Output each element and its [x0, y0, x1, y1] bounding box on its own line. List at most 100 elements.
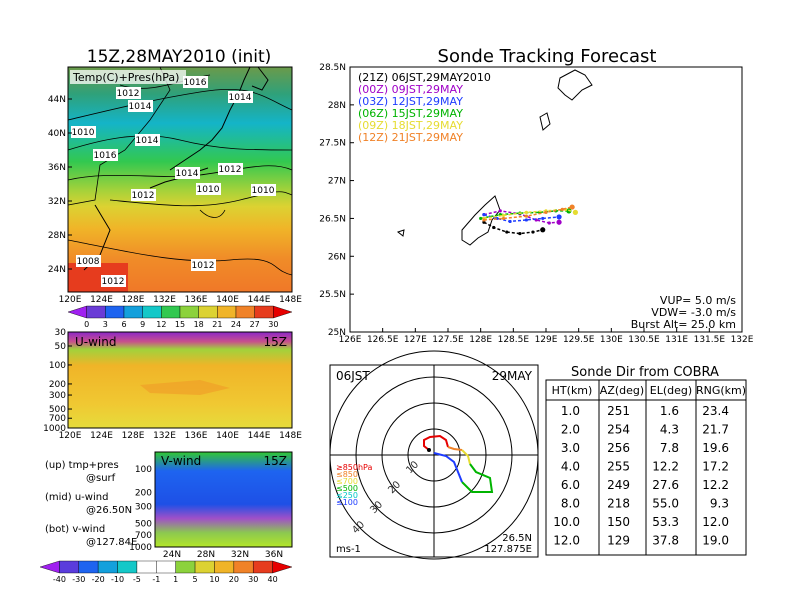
temp-map-frame — [67, 66, 293, 293]
pressure-tick-label: 100 — [49, 361, 66, 371]
isobar-labels: 1012 1014 1016 1014 1010 1014 1016 1014 1012 1010… — [71, 76, 276, 287]
colorbar-swatch — [156, 560, 176, 574]
track-point — [482, 220, 486, 224]
island-mid — [539, 112, 551, 131]
u-wind-frame — [67, 331, 293, 429]
track-line — [483, 210, 560, 224]
isobar-label-bg — [101, 275, 126, 287]
polar-date-label: 29MAY — [492, 369, 533, 383]
table-cell: 2.0 — [561, 423, 580, 437]
hodograph-trace — [423, 434, 494, 493]
table-cell: 27.6 — [652, 478, 679, 492]
table-row: 12.0 129 37.8 19.0 — [553, 534, 729, 548]
isobar-label-text: 1012 — [102, 277, 125, 287]
track-line — [483, 208, 576, 220]
pressure-tick-label: 300 — [135, 502, 152, 512]
hodograph-origin — [427, 448, 431, 452]
lon-tick-label: 144E — [248, 295, 271, 305]
colorbar-label: 0 — [84, 320, 89, 329]
isobar-label-text: 1012 — [117, 89, 140, 99]
lon-tick-label: 128E — [122, 295, 145, 305]
table-cell: 19.6 — [702, 441, 729, 455]
u-wind-field — [68, 332, 292, 428]
pressure-tick-label: 700 — [135, 531, 152, 541]
isobar-label-bg — [128, 100, 153, 112]
pressure-tick-label: 1000 — [43, 424, 66, 434]
table-row: 3.0 256 7.8 19.6 — [561, 441, 729, 455]
track-point — [556, 214, 562, 220]
lon-tick-label: 120E — [59, 295, 82, 305]
lon-tick-label: 132E — [153, 295, 176, 305]
track-point — [482, 218, 486, 222]
temp-colorbar: 0 3 6 9 12 15 18 21 24 27 30 — [67, 305, 293, 329]
isobar-label-bg — [191, 259, 216, 271]
track-point — [492, 225, 496, 230]
table-cell: 150 — [607, 515, 630, 529]
table-row: 6.0 249 27.6 12.2 — [561, 478, 729, 492]
forecast-lon-label: 129.5E — [563, 335, 595, 345]
forecast-lon-label: 131E — [665, 335, 688, 345]
hokkaido-coastline — [251, 66, 269, 91]
isobar-label-text: 1010 — [252, 186, 275, 196]
track-point — [547, 221, 551, 225]
isobar-label-text: 1010 — [197, 185, 220, 195]
lat-tick-label: 32N — [231, 550, 249, 560]
table-header-cell: HT(km) — [552, 384, 593, 397]
colorbar-swatch — [194, 560, 215, 574]
lon-tick-label: 128E — [122, 431, 145, 441]
lon-tick-label: 148E — [279, 431, 302, 441]
lat-tick-label: 24N — [163, 550, 181, 560]
wind-colorbar: -40 -30 -20 -10 -5 -1 1 5 10 20 30 40 — [39, 560, 293, 584]
lat-tick-label: 28N — [48, 231, 66, 241]
colorbar-swatch — [179, 305, 199, 319]
pressure-tick-label: 200 — [49, 380, 66, 390]
v-wind-field — [155, 452, 292, 547]
colorbar-label: 30 — [248, 575, 258, 584]
colorbar-swatch — [175, 560, 196, 574]
table-header-cell: AZ(deg) — [600, 384, 644, 397]
colorbar-label: 10 — [209, 575, 219, 584]
colorbar-label: 1 — [173, 575, 178, 584]
isobar-label-text: 1014 — [176, 169, 199, 179]
table-cell: 12.2 — [702, 478, 729, 492]
track-point — [508, 219, 512, 224]
table-cell: 12.2 — [652, 460, 679, 474]
table-cell: 55.0 — [652, 497, 679, 511]
track-point — [556, 219, 562, 225]
isobar-label-bg — [228, 91, 253, 103]
vdw-text: VDW= -3.0 m/s — [651, 306, 736, 319]
isobar-label-text: 1012 — [132, 191, 155, 201]
isobar-label-bg — [71, 126, 96, 138]
forecast-legend-entry: (03Z) 12JST,29MAY — [358, 95, 463, 108]
pressure-tick-label: 500 — [49, 405, 66, 415]
table-row: 4.0 255 12.2 17.2 — [561, 460, 729, 474]
forecast-legend-entry: (21Z) 06JST,29MAY2010 — [358, 71, 491, 84]
temp-map-title: 15Z,28MAY2010 (init) — [87, 47, 272, 67]
colorbar-label: 30 — [268, 320, 278, 329]
colorbar-label: 5 — [193, 575, 198, 584]
island-west — [396, 229, 405, 237]
table-cell: 1.0 — [561, 404, 580, 418]
isobar-label: 1012 — [116, 87, 141, 99]
isobar-label: 1014 — [135, 134, 160, 146]
colorbar-swatch — [254, 305, 274, 319]
pressure-tick-label: 30 — [55, 328, 67, 338]
isobar-label-bg — [93, 149, 118, 161]
isobar-label-text: 1014 — [229, 93, 252, 103]
track-point — [479, 216, 483, 221]
isobar-label: 1016 — [93, 149, 118, 161]
pressure-tick-label: 50 — [55, 342, 67, 352]
track-point — [544, 210, 548, 214]
isobar-label-bg — [251, 184, 276, 196]
colorbar-swatch — [161, 305, 181, 319]
table-header-cell: RNG(km) — [696, 384, 746, 397]
isobar-label: 1014 — [128, 100, 153, 112]
colorbar-label: 18 — [194, 320, 204, 329]
isobar-label: 1012 — [131, 189, 156, 201]
isobar-label-text: 1014 — [129, 102, 152, 112]
colorbar-swatch — [123, 305, 143, 319]
forecast-lon-label: 127.5E — [432, 335, 464, 345]
sonde-table: Sonde Dir from COBRA HT(km) AZ(deg) EL(deg… — [545, 365, 747, 556]
